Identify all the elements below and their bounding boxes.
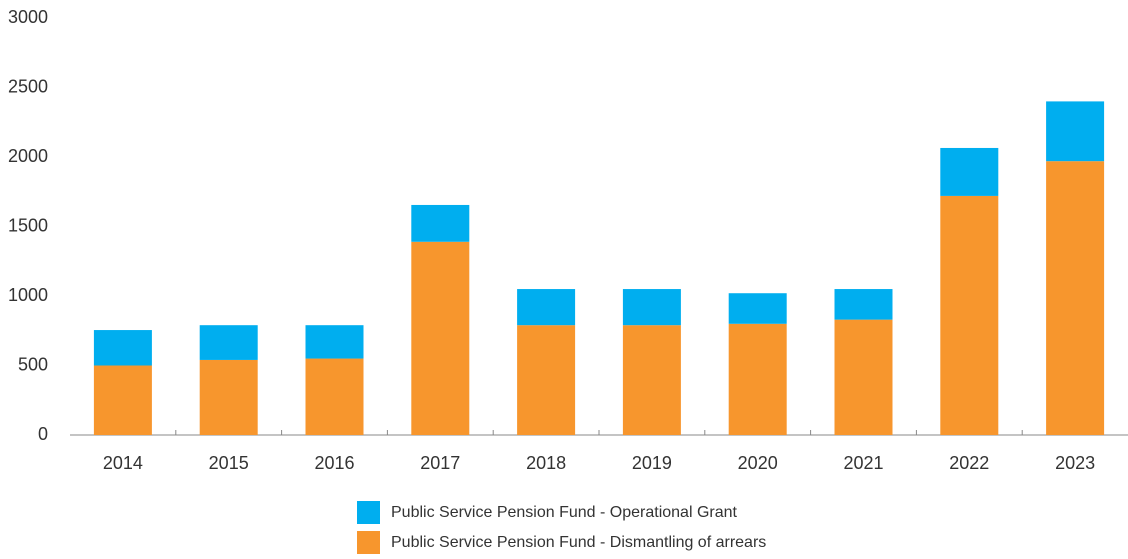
legend-label: Public Service Pension Fund - Operationa… [391,504,738,521]
bar-segment [728,323,787,435]
bar-segment [517,289,576,326]
bar-segment [411,241,470,435]
x-tick-label: 2015 [209,453,249,473]
legend-swatch [357,531,380,554]
bar-segment [305,358,364,435]
y-tick-label: 3000 [8,7,48,27]
bar-segment [834,289,893,320]
y-tick-label: 2500 [8,76,48,96]
bar-segment [305,325,364,359]
bar-segment [940,195,999,435]
bar-segment [622,289,681,326]
bar-segment [940,147,999,196]
x-tick-label: 2018 [526,453,566,473]
bar-segment [1046,101,1105,162]
legend-label: Public Service Pension Fund - Dismantlin… [391,534,766,551]
legend-swatch [357,501,380,524]
bar-segment [517,325,576,435]
x-tick-label: 2014 [103,453,143,473]
bar-segment [1046,161,1105,436]
x-tick-label: 2023 [1055,453,1095,473]
y-tick-label: 500 [18,354,48,374]
bar-segment [93,365,152,435]
x-tick-label: 2019 [632,453,672,473]
y-tick-label: 0 [38,424,48,444]
y-tick-label: 1500 [8,215,48,235]
bar-segment [622,325,681,435]
x-tick-label: 2022 [949,453,989,473]
bar-segment [728,293,787,324]
bar-segment [834,319,893,435]
x-tick-label: 2021 [843,453,883,473]
x-tick-label: 2020 [738,453,778,473]
x-tick-label: 2017 [420,453,460,473]
y-tick-label: 2000 [8,146,48,166]
bar-segment [93,330,152,366]
bar-segment [411,204,470,242]
bar-segment [199,325,258,360]
y-tick-label: 1000 [8,285,48,305]
bar-segment [199,359,258,435]
x-tick-label: 2016 [314,453,354,473]
